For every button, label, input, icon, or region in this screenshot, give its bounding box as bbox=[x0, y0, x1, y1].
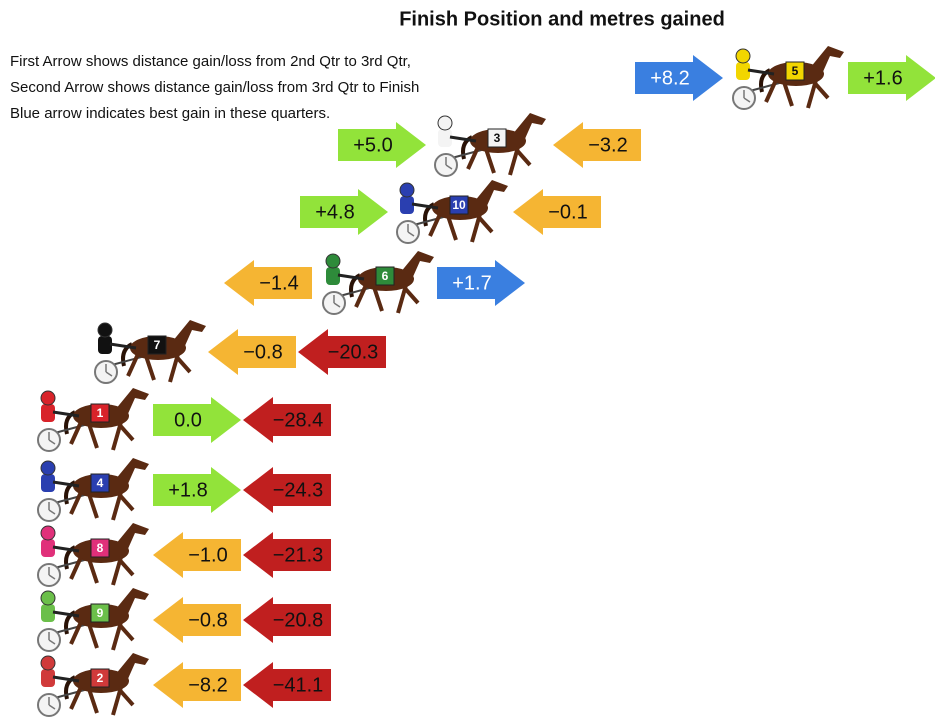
driver-helmet bbox=[98, 323, 112, 337]
driver-helmet bbox=[41, 656, 55, 670]
arrow-label: −0.1 bbox=[548, 201, 587, 223]
saddle-number: 4 bbox=[97, 476, 104, 490]
arrow-label: −1.4 bbox=[259, 272, 298, 294]
horse-neck bbox=[474, 180, 508, 208]
horse: 4 bbox=[38, 458, 149, 521]
arrow-label: +5.0 bbox=[353, 134, 392, 156]
arrow-label: −20.8 bbox=[273, 609, 324, 631]
saddle-number: 1 bbox=[97, 406, 104, 420]
arrow-label: +4.8 bbox=[315, 201, 354, 223]
horse-neck bbox=[810, 46, 844, 74]
horse: 6 bbox=[323, 251, 434, 314]
arrow-label: +8.2 bbox=[650, 67, 689, 89]
arrow-label: −0.8 bbox=[188, 609, 227, 631]
saddle-number: 2 bbox=[97, 671, 104, 685]
horse: 1 bbox=[38, 388, 149, 451]
arrow-label: +1.7 bbox=[452, 272, 491, 294]
horse-neck bbox=[115, 588, 149, 616]
saddle-number: 7 bbox=[154, 338, 161, 352]
horse: 2 bbox=[38, 653, 149, 716]
saddle-number: 8 bbox=[97, 541, 104, 555]
arrow-label: −0.8 bbox=[243, 341, 282, 363]
horse: 10 bbox=[397, 180, 508, 243]
horse-neck bbox=[400, 251, 434, 279]
arrow-label: −28.4 bbox=[273, 409, 324, 431]
horse: 8 bbox=[38, 523, 149, 586]
note: First Arrow shows distance gain/loss fro… bbox=[10, 53, 411, 70]
arrow-label: −1.0 bbox=[188, 544, 227, 566]
arrow-label: −20.3 bbox=[328, 341, 379, 363]
saddle-number: 10 bbox=[452, 198, 466, 212]
horse-neck bbox=[115, 388, 149, 416]
arrow-label: −8.2 bbox=[188, 674, 227, 696]
horse-neck bbox=[172, 320, 206, 348]
arrow-label: −3.2 bbox=[588, 134, 627, 156]
arrow-label: −21.3 bbox=[273, 544, 324, 566]
horse-neck bbox=[115, 653, 149, 681]
horse-neck bbox=[115, 523, 149, 551]
horse-neck bbox=[115, 458, 149, 486]
saddle-number: 3 bbox=[494, 131, 501, 145]
page: Finish Position and metres gained First … bbox=[0, 0, 935, 726]
saddle-number: 6 bbox=[382, 269, 389, 283]
driver-helmet bbox=[736, 49, 750, 63]
horse: 5 bbox=[733, 46, 844, 109]
horse: 9 bbox=[38, 588, 149, 651]
driver-helmet bbox=[41, 591, 55, 605]
arrow-label: 0.0 bbox=[174, 409, 202, 431]
horse: 7 bbox=[95, 320, 206, 383]
driver-helmet bbox=[326, 254, 340, 268]
driver-helmet bbox=[438, 116, 452, 130]
arrow-label: +1.8 bbox=[168, 479, 207, 501]
saddle-number: 5 bbox=[792, 64, 799, 78]
arrow-label: +1.6 bbox=[863, 67, 902, 89]
driver-helmet bbox=[400, 183, 414, 197]
arrow-label: −41.1 bbox=[273, 674, 324, 696]
saddle-number: 9 bbox=[97, 606, 104, 620]
title: Finish Position and metres gained bbox=[399, 8, 725, 30]
arrow-label: −24.3 bbox=[273, 479, 324, 501]
horse-neck bbox=[512, 113, 546, 141]
diagram: Finish Position and metres gained First … bbox=[0, 0, 935, 726]
driver-helmet bbox=[41, 526, 55, 540]
note: Blue arrow indicates best gain in these … bbox=[10, 105, 330, 122]
driver-helmet bbox=[41, 461, 55, 475]
horse: 3 bbox=[435, 113, 546, 176]
note: Second Arrow shows distance gain/loss fr… bbox=[10, 79, 419, 96]
driver-helmet bbox=[41, 391, 55, 405]
